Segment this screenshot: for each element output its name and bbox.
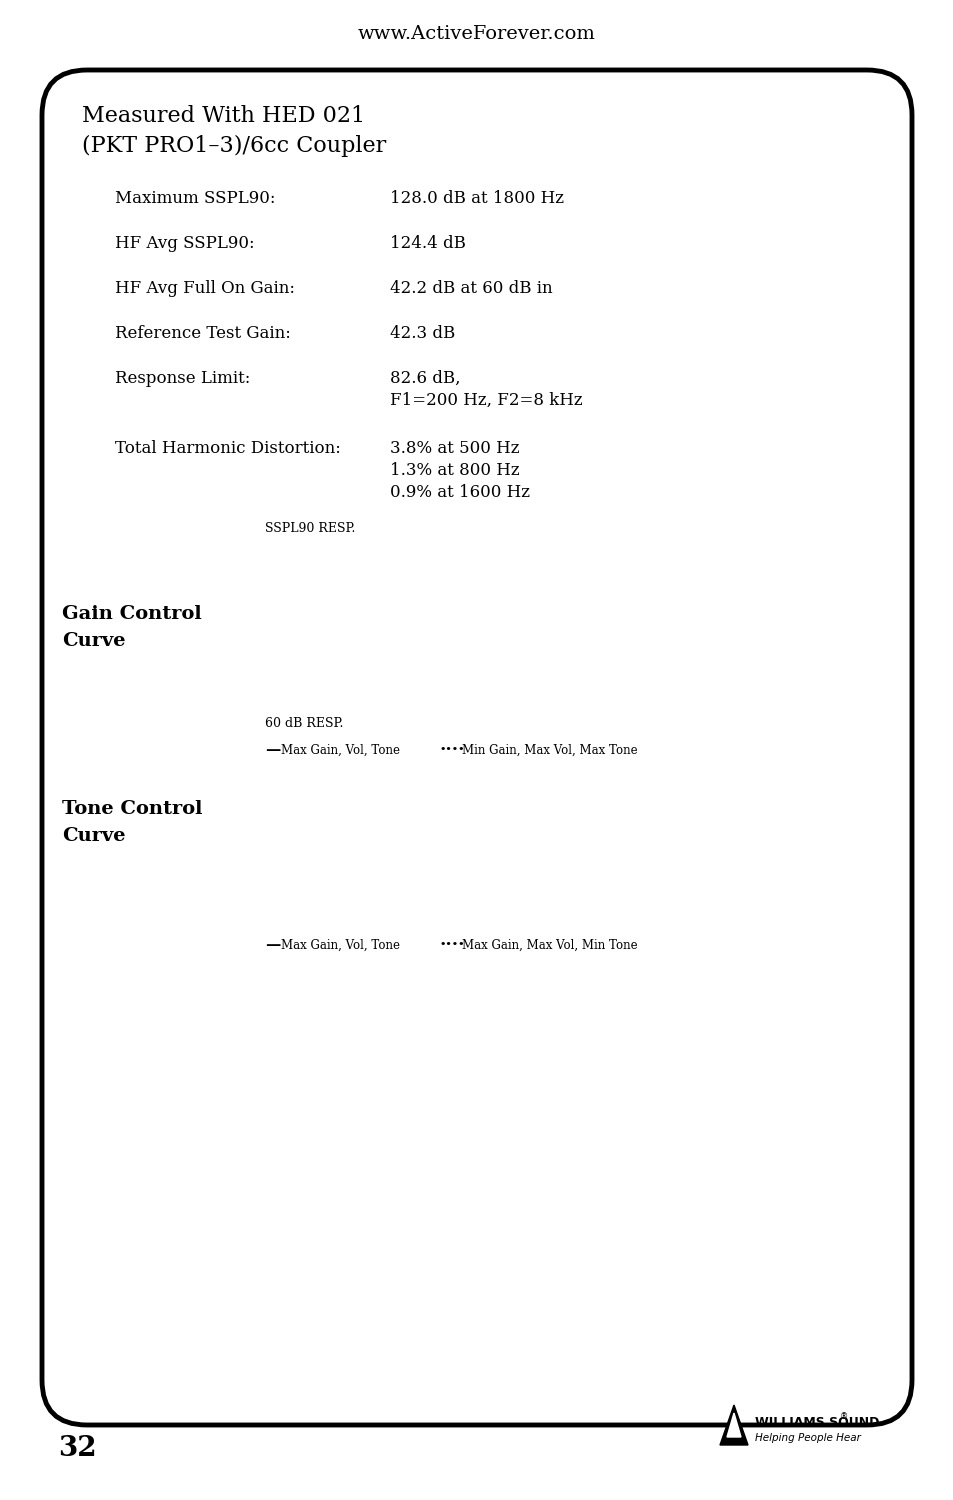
Y-axis label: dB SPL: dB SPL xyxy=(216,621,229,666)
Text: 32: 32 xyxy=(58,1436,96,1462)
Text: 124.4 dB: 124.4 dB xyxy=(390,236,465,252)
Text: 42.3 dB: 42.3 dB xyxy=(390,326,455,342)
Text: HF Avg SSPL90:: HF Avg SSPL90: xyxy=(115,236,254,252)
Text: Max Gain, Max Vol, Min Tone: Max Gain, Max Vol, Min Tone xyxy=(461,939,637,951)
Text: 82.6 dB,: 82.6 dB, xyxy=(390,370,460,387)
Text: 0.9% at 1600 Hz: 0.9% at 1600 Hz xyxy=(390,484,530,501)
Text: ®: ® xyxy=(840,1413,847,1422)
Text: F1=200 Hz, F2=8 kHz: F1=200 Hz, F2=8 kHz xyxy=(390,392,582,410)
X-axis label: Frequency (Hz): Frequency (Hz) xyxy=(468,1068,560,1082)
Text: 1.3% at 800 Hz: 1.3% at 800 Hz xyxy=(390,462,519,478)
Text: Curve: Curve xyxy=(62,827,126,844)
Text: Curve: Curve xyxy=(62,632,126,650)
Text: HF Avg Full On Gain:: HF Avg Full On Gain: xyxy=(115,280,294,297)
Text: ····: ···· xyxy=(439,936,465,954)
Text: Maximum SSPL90:: Maximum SSPL90: xyxy=(115,190,275,207)
Text: 3.8% at 500 Hz: 3.8% at 500 Hz xyxy=(390,440,519,458)
Text: (PKT PRO1–3)/6cc Coupler: (PKT PRO1–3)/6cc Coupler xyxy=(82,135,386,158)
Text: 42.2 dB at 60 dB in: 42.2 dB at 60 dB in xyxy=(390,280,552,297)
Text: 128.0 dB at 1800 Hz: 128.0 dB at 1800 Hz xyxy=(390,190,563,207)
Text: Min Gain, Max Vol, Max Tone: Min Gain, Max Vol, Max Tone xyxy=(461,744,637,756)
Text: Reference Test Gain:: Reference Test Gain: xyxy=(115,326,291,342)
Text: Helping People Hear: Helping People Hear xyxy=(754,1432,860,1443)
Polygon shape xyxy=(720,1406,747,1444)
Text: Max Gain, Vol, Tone: Max Gain, Vol, Tone xyxy=(281,744,399,756)
Text: Gain Control: Gain Control xyxy=(62,604,201,622)
Text: 60 dB RESP.: 60 dB RESP. xyxy=(265,717,343,730)
Text: ····: ···· xyxy=(439,741,465,759)
Text: Max Gain, Vol, Tone: Max Gain, Vol, Tone xyxy=(281,939,399,951)
Text: Total Harmonic Distortion:: Total Harmonic Distortion: xyxy=(115,440,340,458)
Y-axis label: dB SPL: dB SPL xyxy=(216,909,229,954)
Text: SSPL90 RESP.: SSPL90 RESP. xyxy=(265,522,355,536)
Text: WILLIAMS SOUND: WILLIAMS SOUND xyxy=(754,1416,879,1428)
Text: Tone Control: Tone Control xyxy=(62,800,202,818)
Text: —: — xyxy=(265,742,280,758)
X-axis label: Frequency (Hz): Frequency (Hz) xyxy=(468,780,560,794)
Polygon shape xyxy=(726,1413,740,1437)
Text: Measured With HED 021: Measured With HED 021 xyxy=(82,105,365,128)
Text: —: — xyxy=(265,938,280,952)
Text: Response Limit:: Response Limit: xyxy=(115,370,250,387)
FancyBboxPatch shape xyxy=(42,70,911,1425)
Text: www.ActiveForever.com: www.ActiveForever.com xyxy=(357,26,596,44)
